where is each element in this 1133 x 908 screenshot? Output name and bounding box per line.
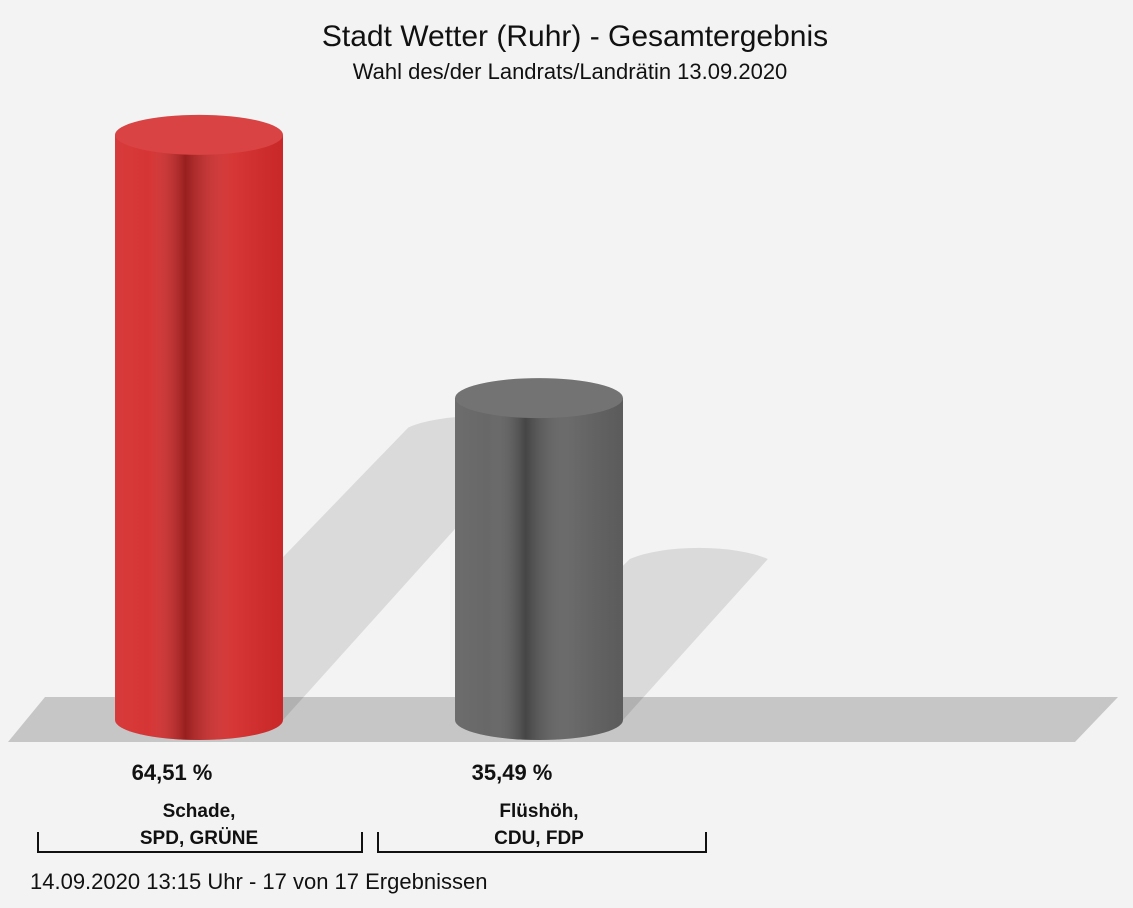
bar [115, 114, 283, 741]
bar-shading [455, 398, 623, 740]
bar-top-highlight [115, 114, 283, 155]
bar-shading [115, 134, 283, 741]
bar-top-highlight [455, 378, 623, 419]
category-label: Flüshöh, CDU, FDP [494, 801, 584, 849]
value-label: 35,49 % [472, 760, 553, 785]
value-label: 64,51 % [132, 760, 213, 785]
bar-top [455, 378, 623, 419]
bar-top [115, 114, 283, 155]
brackets [37, 832, 707, 853]
bar [455, 378, 623, 740]
chart-title: Stadt Wetter (Ruhr) - Gesamtergebnis [322, 20, 828, 53]
chart-subtitle: Wahl des/der Landrats/Landrätin 13.09.20… [353, 59, 788, 84]
footer: 14.09.2020 13:15 Uhr - 17 von 17 Ergebni… [30, 869, 487, 894]
category-label: Schade, SPD, GRÜNE [139, 801, 259, 849]
